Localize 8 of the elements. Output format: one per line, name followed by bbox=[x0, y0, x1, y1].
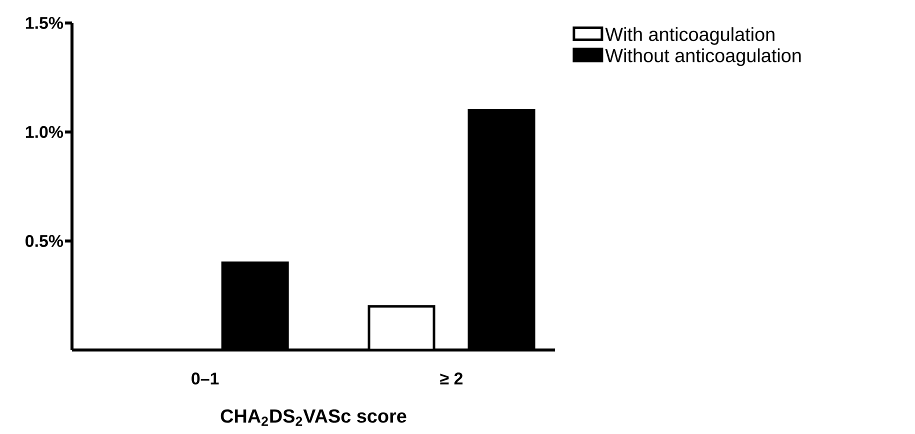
y-tick-label: 0.5% bbox=[26, 235, 64, 247]
x-axis-title: CHA$_{2}$DS$_{2}$VASc score bbox=[220, 409, 406, 426]
y-tick-label: 1.0% bbox=[26, 126, 64, 138]
legend-label: Without anticoagulation bbox=[605, 48, 801, 66]
legend-label: With anticoagulation bbox=[605, 27, 774, 45]
x-tick-label: 0–1 bbox=[192, 372, 219, 385]
y-tick-label: 1.5% bbox=[26, 17, 64, 29]
x-tick-label: ≥ 2 bbox=[440, 372, 463, 384]
